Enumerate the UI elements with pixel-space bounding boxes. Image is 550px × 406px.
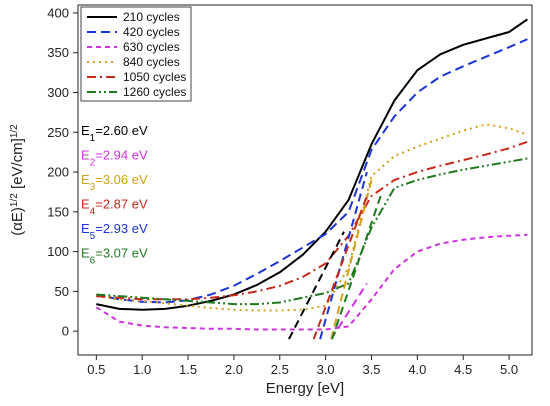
x-tick-label: 3.5 — [362, 362, 380, 377]
series-line-4 — [96, 123, 528, 312]
y-tick-label: 350 — [47, 45, 69, 60]
tangent-line-3 — [330, 282, 368, 340]
x-tick-label: 3.0 — [317, 362, 335, 377]
tangent-line-4 — [330, 179, 373, 340]
y-tick-label: 200 — [47, 165, 69, 180]
y-tick-label: 400 — [47, 5, 69, 20]
band-gap-label: E1=2.60 eV — [81, 123, 148, 144]
plot-series — [95, 18, 528, 331]
legend-box — [80, 6, 192, 102]
y-tick-label: 50 — [55, 284, 69, 299]
x-tick-label: 1.0 — [133, 362, 151, 377]
legend-label: 1050 cycles — [123, 70, 186, 84]
x-tick-label: 1.5 — [179, 362, 197, 377]
y-axis-title: (αE)1/2 [eV/cm]1/2 — [9, 124, 27, 236]
band-gap-annotations: E1=2.60 eV E2=2.94 eV E3=3.06 eV E4=2.87 eV… — [81, 123, 148, 266]
series-line-1 — [96, 18, 528, 311]
y-tick-label: 250 — [47, 125, 69, 140]
legend-label: 840 cycles — [123, 55, 180, 69]
x-tick-label: 2.0 — [225, 362, 243, 377]
series-line-6 — [96, 157, 528, 306]
tangent-line-1 — [288, 231, 345, 340]
band-gap-label: E2=2.94 eV — [81, 148, 148, 169]
plot-tangents — [288, 171, 382, 340]
y-tick-label: 0 — [62, 324, 69, 339]
band-gap-label: E5=2.93 eV — [81, 221, 148, 242]
x-tick-label: 0.5 — [87, 362, 105, 377]
band-gap-label: E6=3.07 eV — [81, 246, 148, 267]
y-tick-label: 300 — [47, 85, 69, 100]
y-axis: 0 50 100 150 200 250 300 350 400 — [47, 5, 78, 339]
series-line-5 — [96, 140, 528, 301]
series-line-2 — [96, 38, 528, 304]
y-tick-label: 100 — [47, 244, 69, 259]
plot-frame — [77, 4, 533, 356]
legend-label: 420 cycles — [123, 25, 180, 39]
x-tick-label: 4.0 — [408, 362, 426, 377]
band-gap-label: E4=2.87 eV — [81, 197, 148, 218]
x-axis-title: Energy [eV] — [266, 380, 344, 397]
band-gap-label: E3=3.06 eV — [81, 172, 148, 193]
legend-label: 630 cycles — [123, 40, 180, 54]
tangent-line-2 — [319, 171, 368, 340]
x-axis: 0.5 1.0 1.5 2.0 2.5 3.0 3.5 4.0 4.5 5.0 — [87, 355, 518, 377]
x-tick-label: 4.5 — [454, 362, 472, 377]
legend-label: 210 cycles — [123, 10, 180, 24]
legend-label: 1260 cycles — [123, 85, 186, 99]
y-tick-label: 150 — [47, 204, 69, 219]
x-tick-label: 2.5 — [271, 362, 289, 377]
x-tick-label: 5.0 — [500, 362, 518, 377]
